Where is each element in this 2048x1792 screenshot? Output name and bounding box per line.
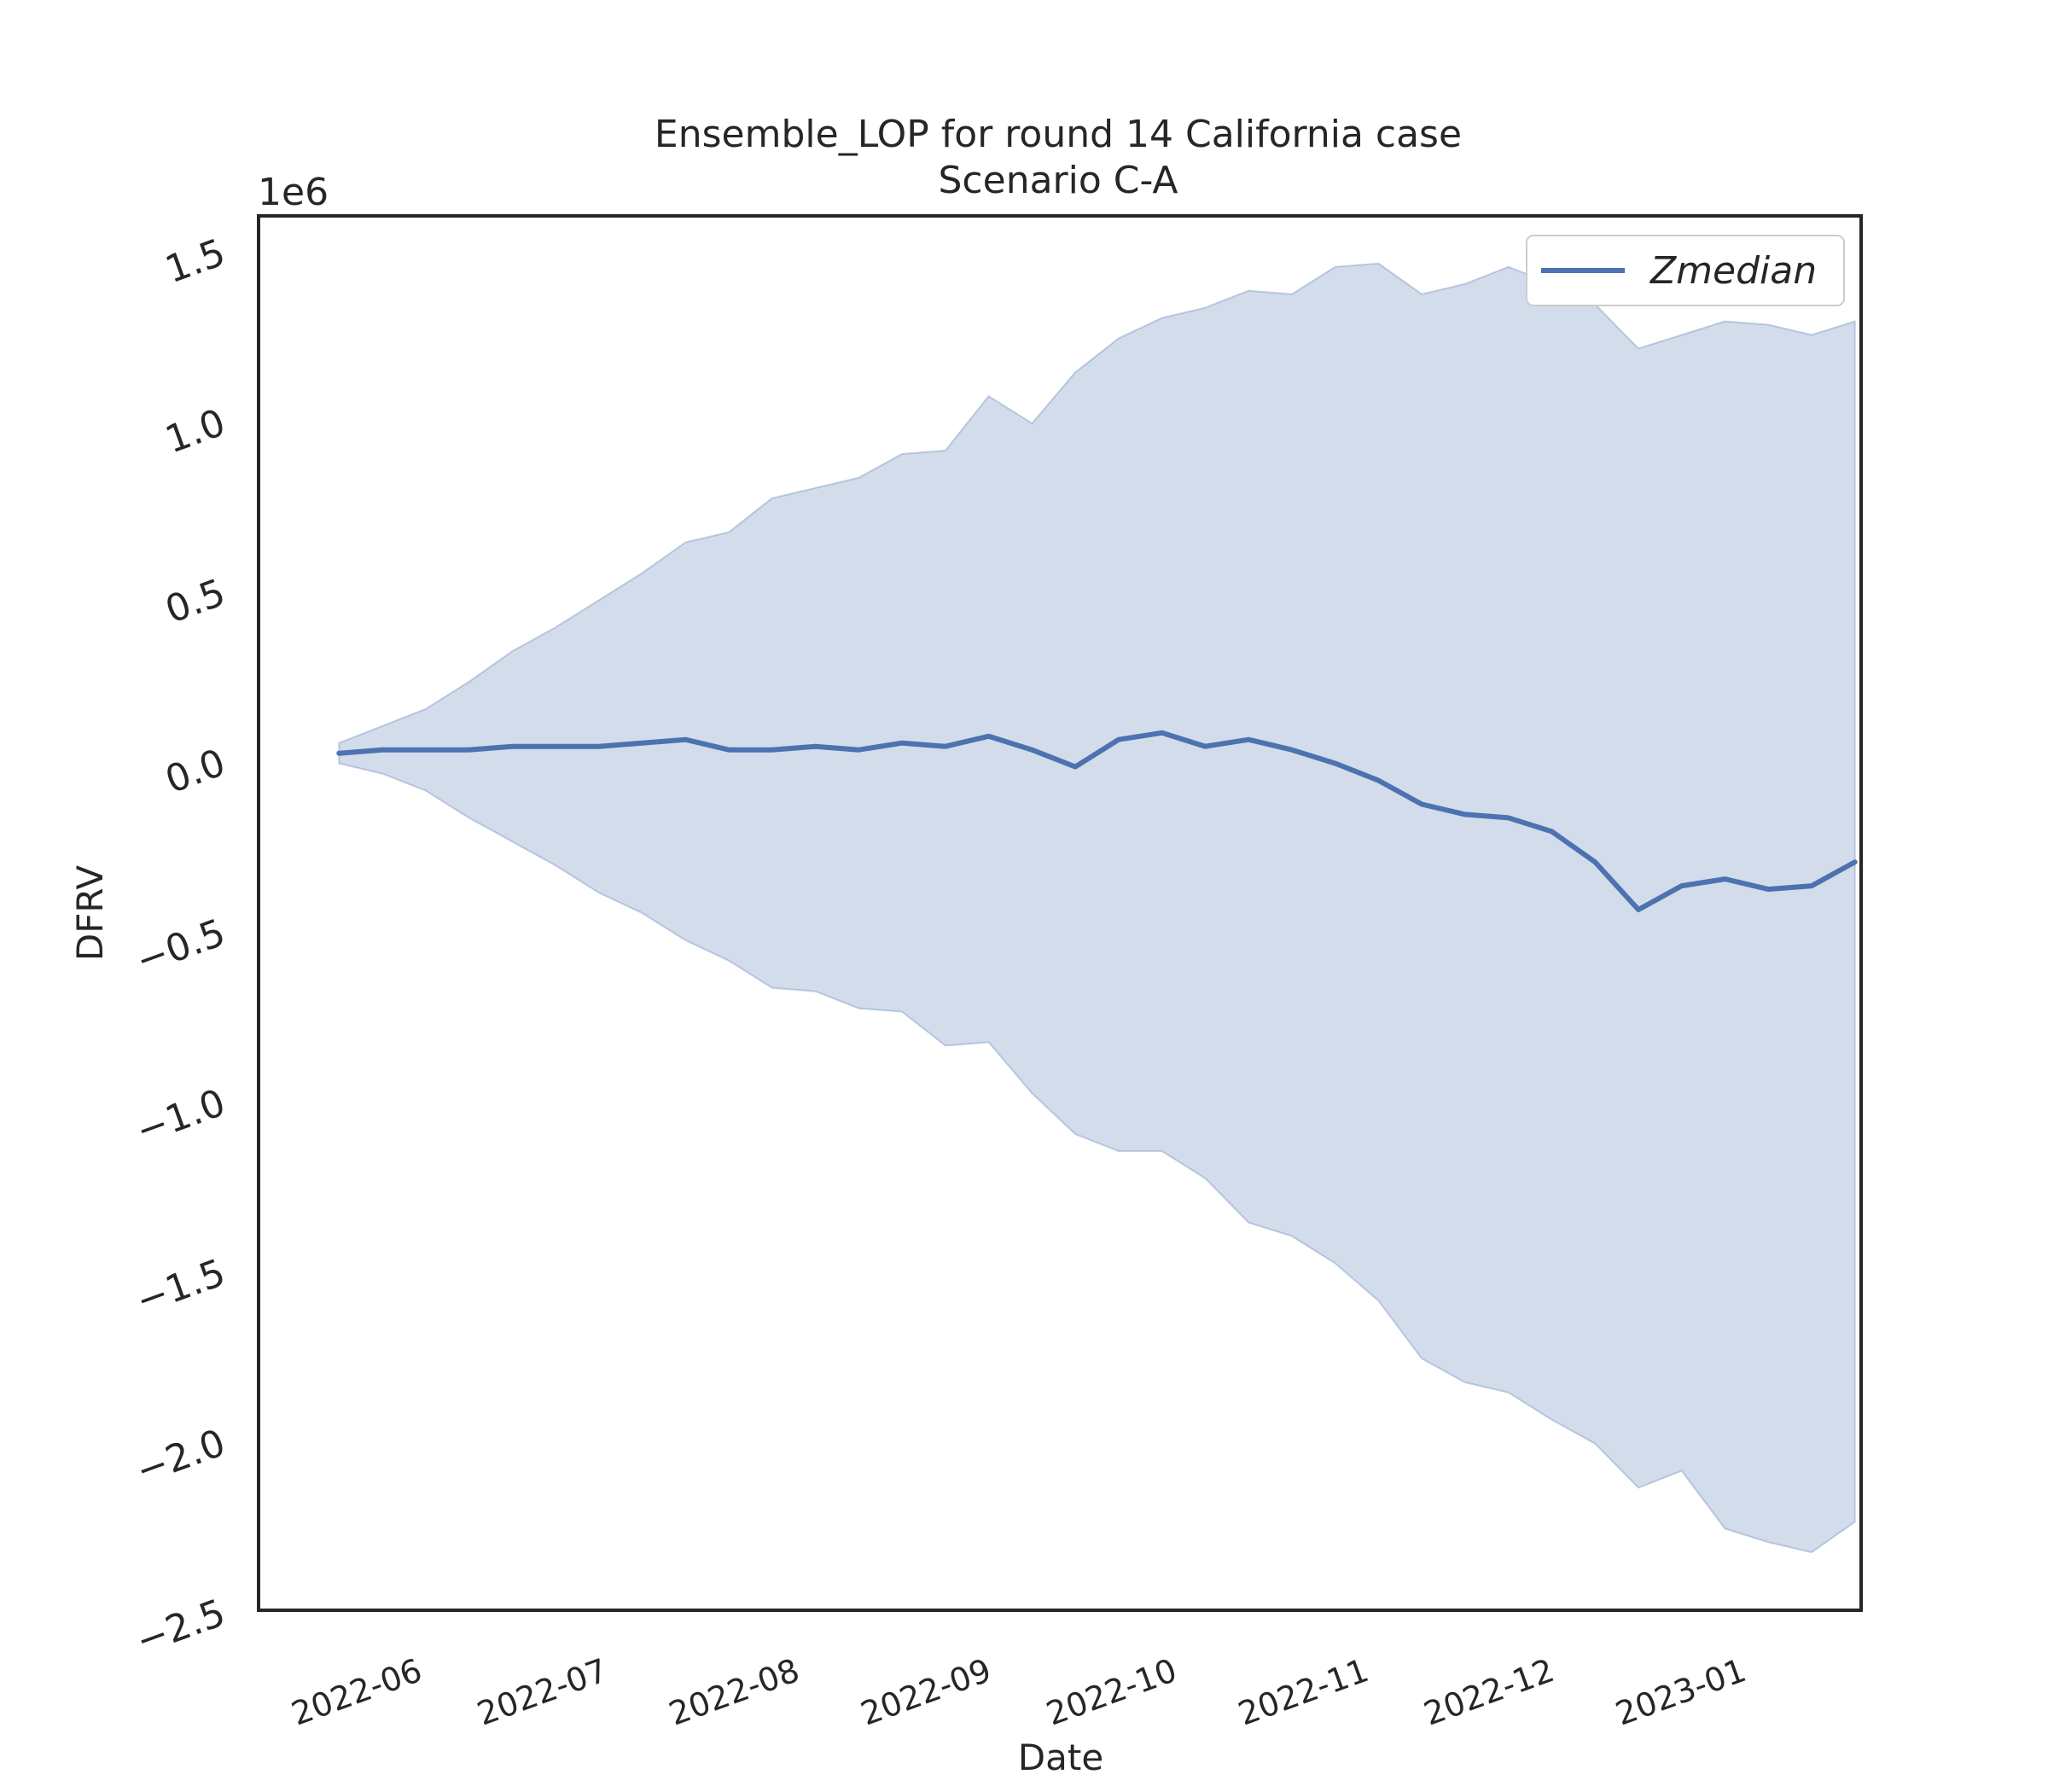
band-area <box>338 262 1856 1554</box>
y-axis-label: DFRV <box>69 865 111 961</box>
x-axis-label: Date <box>1018 1737 1103 1778</box>
legend: Zmedian <box>1526 235 1845 306</box>
legend-box <box>1526 235 1845 306</box>
chart-title: Ensemble_LOP for round 14 California cas… <box>655 113 1462 156</box>
legend-label-zmedian: Zmedian <box>1649 249 1817 293</box>
plot-area <box>336 262 1858 1554</box>
chart-subtitle: Scenario C-A <box>939 159 1178 202</box>
y-scale-label: 1e6 <box>258 171 329 214</box>
plot-frame <box>257 214 1863 1612</box>
series-line-zmedian <box>336 730 1858 912</box>
